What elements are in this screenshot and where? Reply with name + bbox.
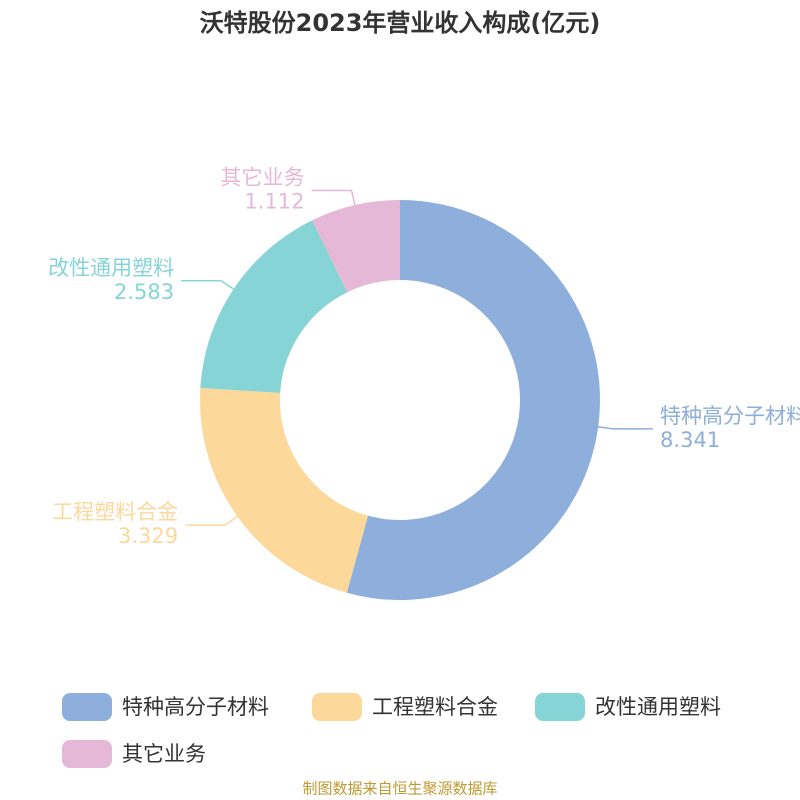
slice-label: 特种高分子材料 <box>660 404 800 428</box>
leader-line <box>181 280 234 290</box>
source-note: 制图数据来自恒生聚源数据库 <box>302 780 497 798</box>
donut-slice <box>312 200 400 293</box>
legend-label: 其它业务 <box>122 742 206 766</box>
leader-line <box>185 515 238 526</box>
value-label: 3.329 <box>118 524 178 548</box>
value-label: 2.583 <box>114 280 174 304</box>
leader-line <box>598 426 654 430</box>
leader-line <box>311 189 356 206</box>
slice-label: 工程塑料合金 <box>52 500 178 524</box>
legend-swatch <box>312 693 362 721</box>
legend-swatch <box>62 693 112 721</box>
donut-slice <box>346 200 600 600</box>
legend-label: 特种高分子材料 <box>122 695 269 719</box>
donut-slice <box>200 220 348 393</box>
slice-label: 改性通用塑料 <box>48 256 174 280</box>
chart-title: 沃特股份2023年营业收入构成(亿元) <box>200 9 601 37</box>
value-label: 1.112 <box>244 190 304 214</box>
legend-label: 工程塑料合金 <box>372 695 498 719</box>
slice-label: 其它业务 <box>221 166 305 190</box>
legend-swatch <box>535 693 585 721</box>
donut-slice <box>199 388 369 593</box>
legend-label: 改性通用塑料 <box>595 695 721 719</box>
legend-swatch <box>62 740 112 768</box>
value-label: 8.341 <box>660 428 720 452</box>
